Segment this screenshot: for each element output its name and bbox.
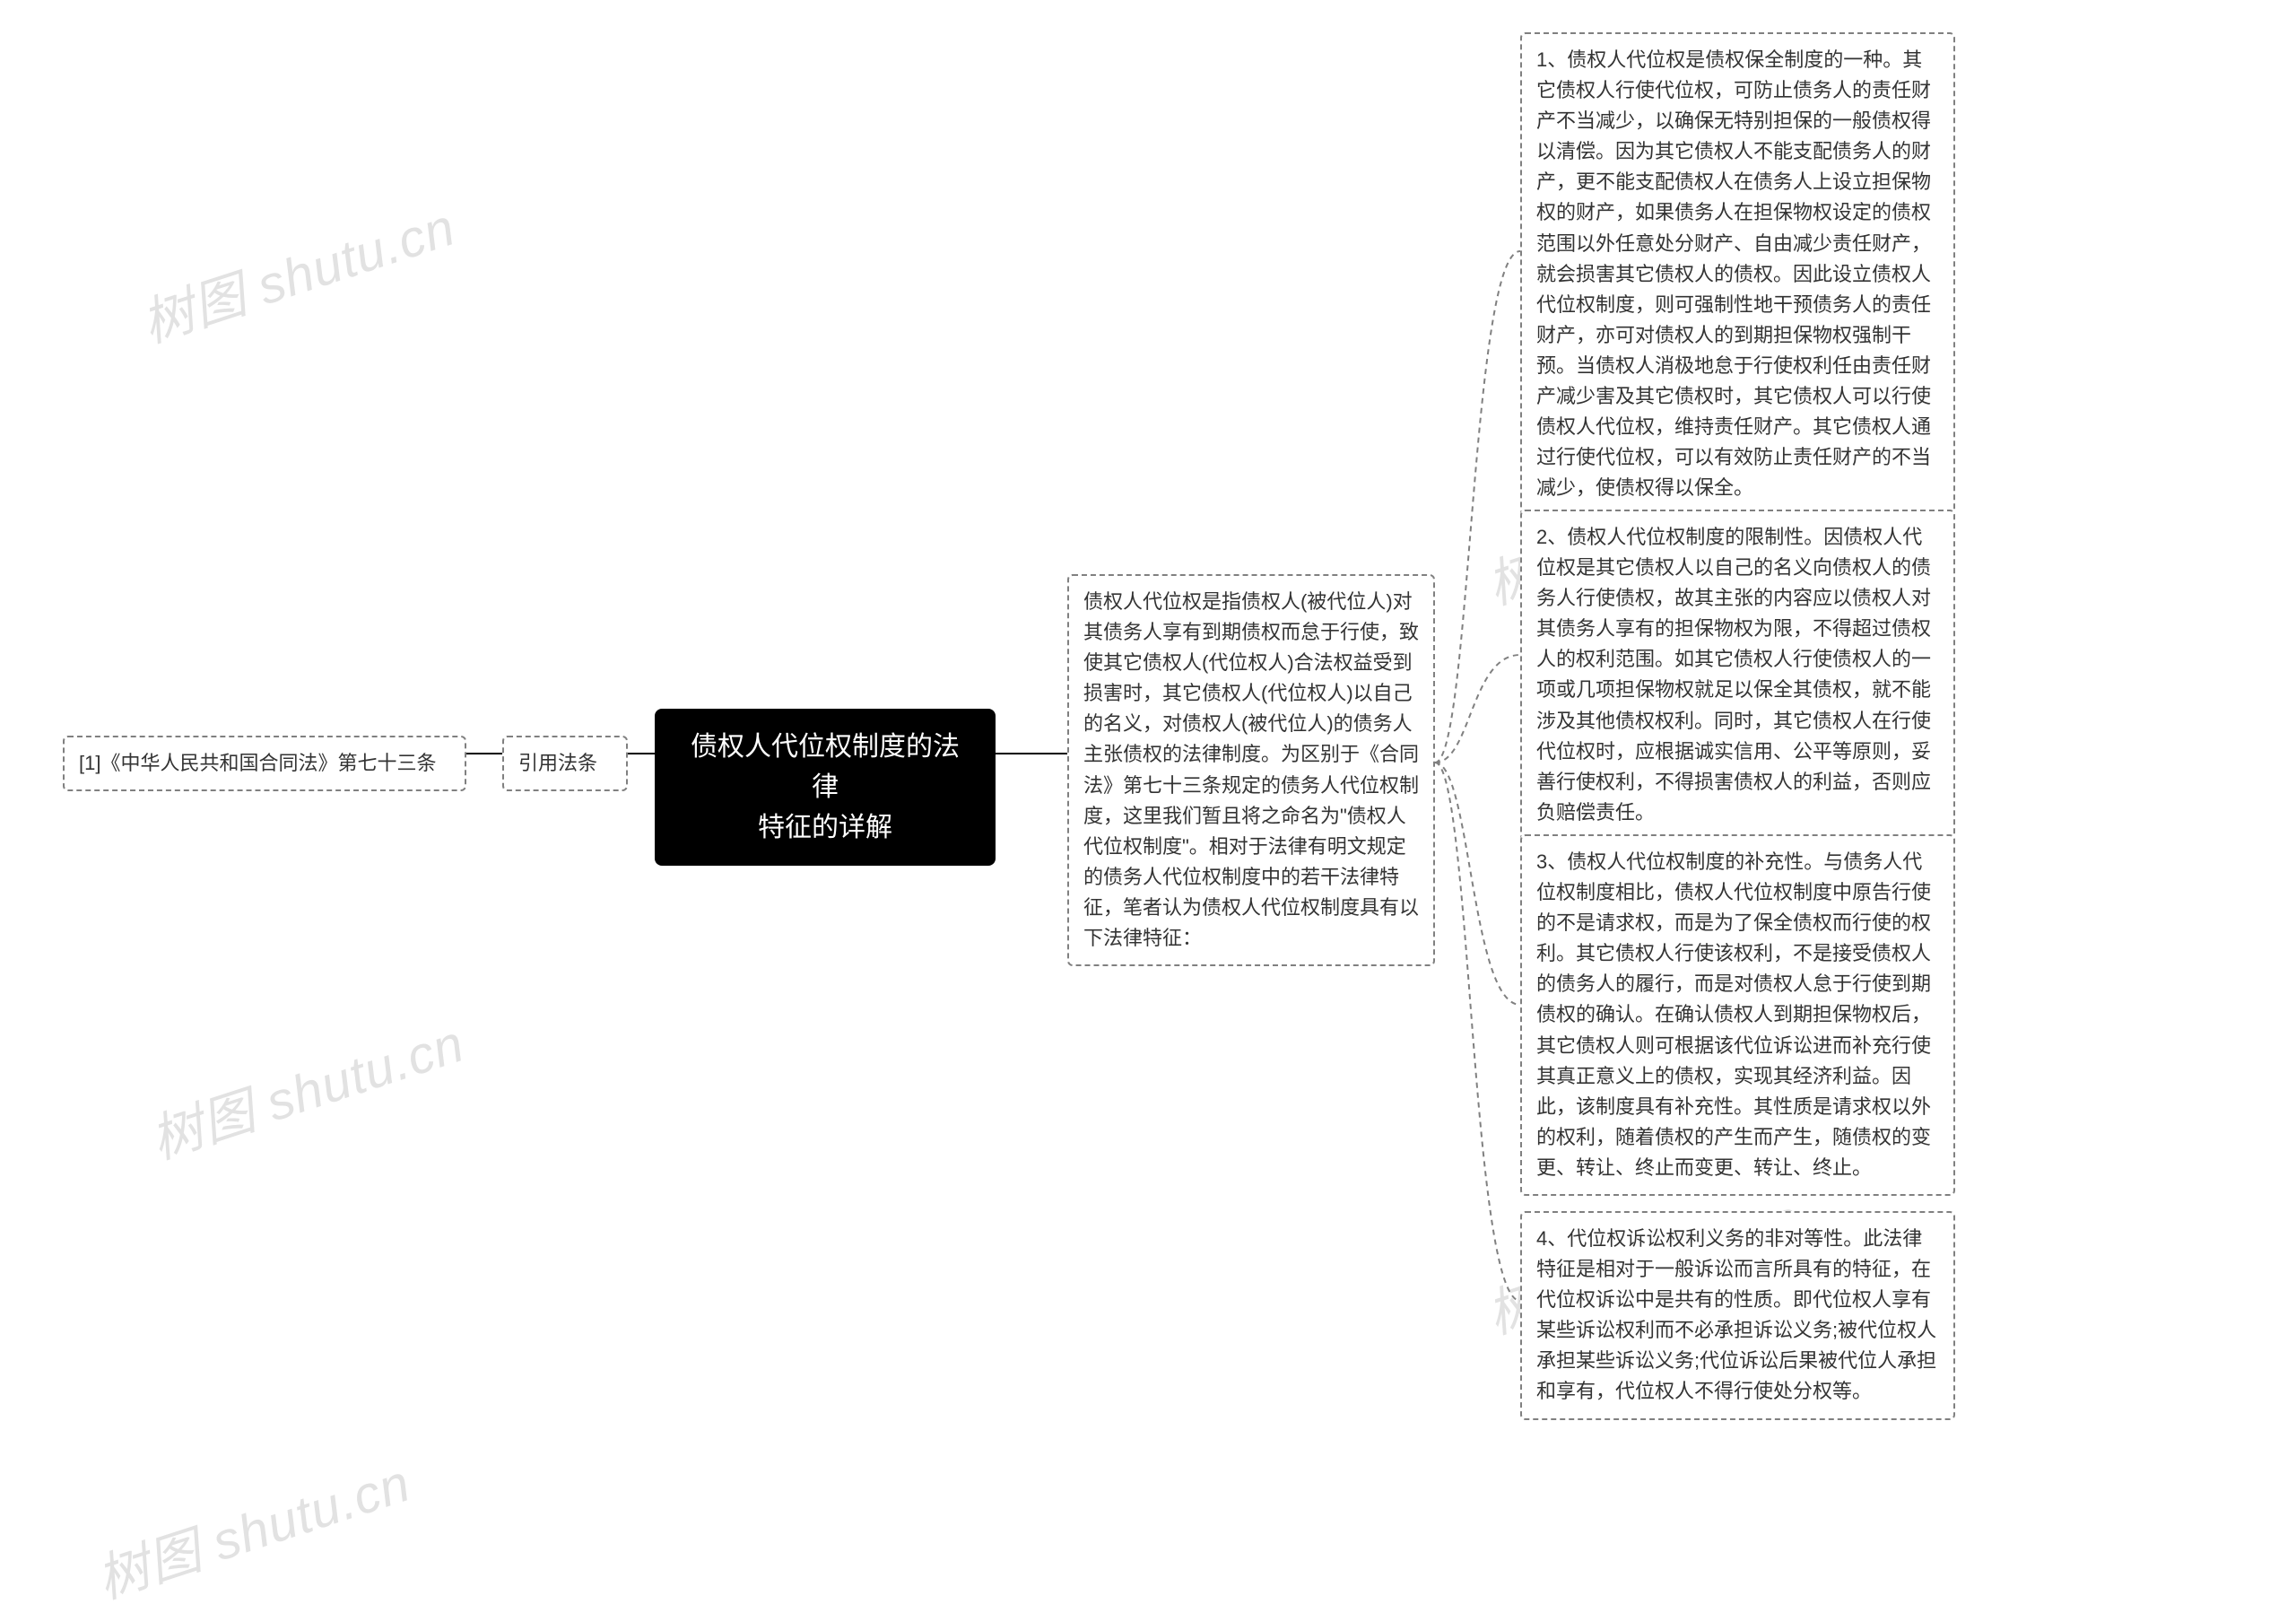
bracket-path-4: [1435, 763, 1520, 1301]
bracket-path-2: [1435, 655, 1520, 763]
center-topic: 债权人代位权制度的法律 特征的详解: [655, 709, 996, 866]
left-branch-label: 引用法条: [502, 736, 628, 791]
right-leaf-1: 1、债权人代位权是债权保全制度的一种。其它债权人行使代位权，可防止债务人的责任财…: [1520, 32, 1955, 516]
watermark: 树图 shutu.cn: [86, 1441, 419, 1613]
center-title-line1: 债权人代位权制度的法律: [691, 732, 960, 802]
bracket-path-1: [1435, 251, 1520, 763]
bracket-path-3: [1435, 763, 1520, 1005]
right-leaf-3: 3、债权人代位权制度的补充性。与债务人代位权制度相比，债权人代位权制度中原告行使…: [1520, 834, 1955, 1196]
right-main-description: 债权人代位权是指债权人(被代位人)对其债务人享有到期债权而怠于行使，致使其它债权…: [1067, 574, 1435, 966]
right-leaf-2: 2、债权人代位权制度的限制性。因债权人代位权是其它债权人以自己的名义向债权人的债…: [1520, 510, 1955, 841]
watermark: 树图 shutu.cn: [131, 185, 464, 357]
watermark: 树图 shutu.cn: [140, 1001, 473, 1173]
center-title-line2: 特征的详解: [758, 813, 892, 842]
left-leaf-citation: [1]《中华人民共和国合同法》第七十三条: [63, 736, 466, 791]
right-leaf-4: 4、代位权诉讼权利义务的非对等性。此法律特征是相对于一般诉讼而言所具有的特征，在…: [1520, 1211, 1955, 1420]
